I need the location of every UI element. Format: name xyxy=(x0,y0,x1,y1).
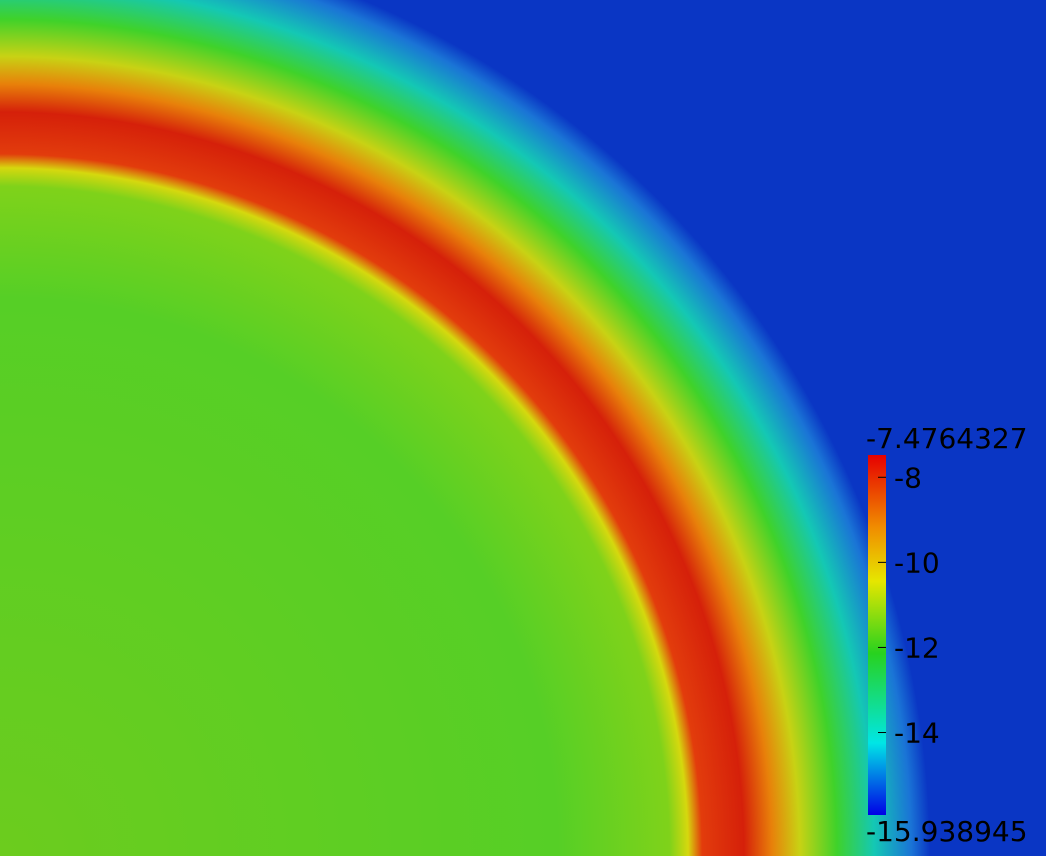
color-bar-tick-label: -10 xyxy=(894,546,940,579)
color-bar-tick-label: -12 xyxy=(894,631,940,664)
color-bar-tick-label: -8 xyxy=(894,461,922,494)
color-bar-min-label: -15.938945 xyxy=(866,815,1028,848)
color-bar-max-label: -7.4764327 xyxy=(866,422,1028,455)
color-bar-ramp xyxy=(868,455,886,815)
color-bar: -7.4764327 -15.938945 -8 -10 -12 -14 xyxy=(866,422,1028,848)
color-bar-tick-label: -14 xyxy=(894,717,940,750)
